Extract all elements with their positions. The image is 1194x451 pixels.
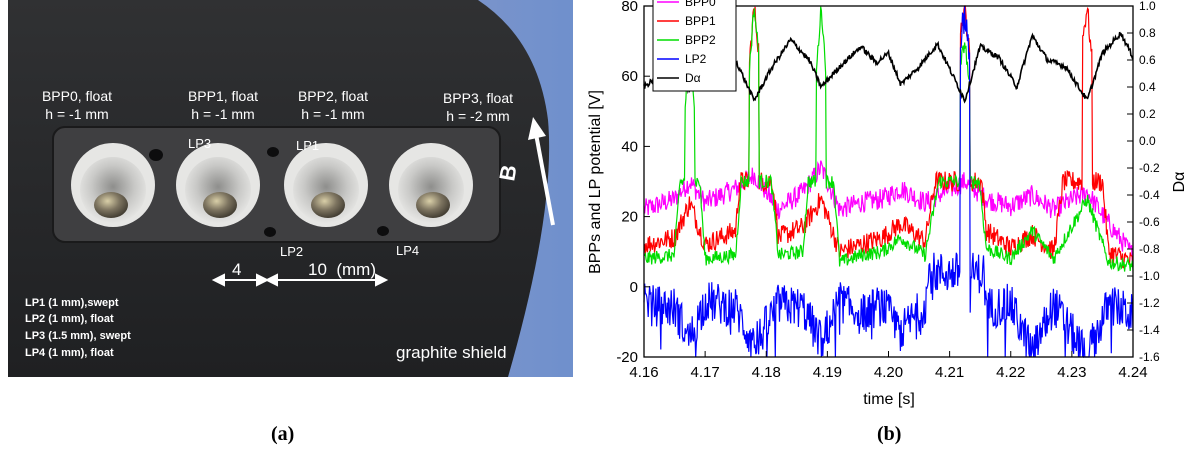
shield-label: graphite shield [396,343,507,362]
legend-label: BPP1 [685,14,716,28]
y2-tick-label: 0.6 [1139,53,1156,67]
bpp3-label: BPP3, float [443,90,513,106]
bpp2-cup [284,143,368,227]
y2-tick-label: 1.0 [1139,0,1156,13]
bpp1-height: h = -1 mm [191,106,254,122]
legend-label: Dα [685,71,701,85]
probe-head-photo: BPP0, float h = -1 mm BPP1, float h = -1… [8,0,573,377]
y-tick-label: -20 [616,349,638,366]
magnetic-field-arrow [528,117,555,226]
y2-tick-label: -1.4 [1139,323,1160,337]
y2-tick-label: 0.4 [1139,80,1156,94]
legend: BPP0 BPP1 BPP2 LP2 Dα [652,0,737,92]
lp2-hole [264,227,276,237]
probe-legend-line: LP4 (1 mm), float [25,347,114,359]
y2-tick-label: -1.6 [1139,350,1160,364]
dimension-small: 4 [232,260,241,279]
y-tick-label: 20 [621,209,638,226]
x-tick-label: 4.19 [813,364,842,381]
lp4-hole [377,226,389,236]
x-tick-label: 4.16 [629,364,658,381]
y2-tick-label: -0.4 [1139,188,1160,202]
panel-b-caption: (b) [877,423,902,445]
bpp0-label: BPP0, float [42,88,112,104]
probe-legend-line: LP1 (1 mm),swept [25,297,119,309]
y2-tick-label: -0.2 [1139,161,1160,175]
bpp1-cup [176,143,260,227]
x-tick-label: 4.20 [874,364,903,381]
y2-tick-label: -0.8 [1139,242,1160,256]
bpp0-cup [71,143,155,227]
y-axis-title: BPPs and LP potential [V] [587,90,604,274]
lp2-label: LP2 [280,244,303,259]
y2-tick-label: -1.0 [1139,269,1160,283]
x-tick-label: 4.22 [996,364,1025,381]
bpp3-height: h = -2 mm [446,108,509,124]
lp1-hole [267,147,279,157]
series-line-lp2 [643,5,1134,359]
x-axis-title: time [s] [863,391,915,408]
y-tick-label: 40 [621,138,638,155]
field-label: B [494,163,521,183]
x-tick-label: 4.18 [752,364,781,381]
panel-a-caption: (a) [271,423,295,445]
legend-label: BPP0 [685,0,716,9]
probe-legend-line: LP3 (1.5 mm), swept [25,330,131,342]
y-tick-label: 60 [621,68,638,85]
bpp2-height: h = -1 mm [301,106,364,122]
legend-box [652,0,737,92]
y2-tick-label: -1.2 [1139,296,1160,310]
y-tick-label: 80 [621,0,638,15]
signal-time-series-chart: 4.16 4.17 4.18 4.19 4.20 4.21 4.22 4.23 4.24 -20 0… [587,0,1188,408]
bpp3-cup [389,143,473,227]
bpp0-height: h = -1 mm [45,106,108,122]
axis-layer: 4.16 4.17 4.18 4.19 4.20 4.21 4.22 4.23 4.24 -20 0… [616,0,1160,381]
y2-tick-label: -0.6 [1139,215,1160,229]
dimension-large: 10 (mm) [308,260,376,279]
series-line-bpp1 [643,5,1134,269]
series-line-bpp0 [643,160,1134,267]
lp3-hole [149,149,163,161]
y2-tick-label: 0.8 [1139,26,1156,40]
probe-plate [52,126,501,243]
dimension-arrows [211,273,389,287]
y2-axis-title: Dα [1171,172,1188,193]
y2-tick-label: 0.2 [1139,107,1156,121]
x-tick-label: 4.17 [691,364,720,381]
lp3-label: LP3 [188,136,211,151]
x-tick-label: 4.23 [1057,364,1086,381]
bpp1-label: BPP1, float [188,88,258,104]
series-line-bpp2 [643,6,1134,272]
y-tick-label: 0 [630,279,638,296]
legend-label: LP2 [685,52,707,66]
probe-legend-line: LP2 (1 mm), float [25,313,114,325]
lp1-label: LP1 [296,138,319,153]
bpp2-label: BPP2, float [298,88,368,104]
x-tick-label: 4.24 [1118,364,1147,381]
x-tick-label: 4.21 [935,364,964,381]
lp4-label: LP4 [396,243,419,258]
y2-tick-label: 0.0 [1139,134,1156,148]
legend-label: BPP2 [685,33,716,47]
